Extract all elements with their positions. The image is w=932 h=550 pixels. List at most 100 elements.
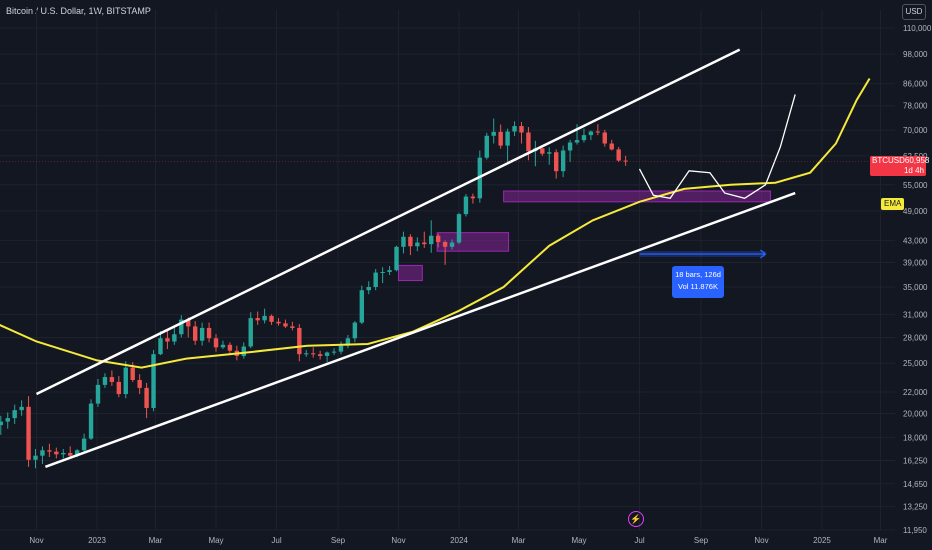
y-tick-label: 31,000 [903, 310, 928, 319]
channel-upper-line [35, 48, 741, 396]
x-tick-label: Mar [149, 536, 163, 545]
currency-button[interactable]: USD [902, 4, 926, 20]
candle-body [470, 196, 476, 199]
y-tick-label: 55,000 [903, 181, 928, 190]
candle-body [297, 327, 302, 355]
measure-volume: Vol 11.876K [678, 282, 718, 291]
x-tick-label: 2023 [88, 536, 106, 545]
y-axis: 110,00098,00086,00078,00070,00062,50055,… [903, 24, 932, 535]
y-tick-label: 28,000 [903, 333, 928, 342]
candle-body [456, 214, 462, 243]
candle-body [366, 286, 371, 291]
lightning-icon[interactable]: ⚡ [628, 511, 644, 527]
candle-body [5, 418, 10, 422]
price-badge-symbol: BTCUSD [872, 156, 905, 165]
zone-rect [503, 190, 771, 203]
y-tick-label: 13,250 [903, 503, 928, 512]
y-tick-label: 78,000 [903, 102, 928, 111]
x-tick-label: 2025 [813, 536, 831, 545]
price-badge-countdown: 1d 4h [903, 166, 924, 175]
candle-body [623, 160, 628, 162]
candle-body [526, 132, 531, 152]
overlay-lines [0, 48, 895, 468]
candle-body [199, 327, 205, 341]
candle-body [359, 290, 365, 323]
candle-body [47, 450, 52, 452]
candle-body [241, 346, 246, 356]
x-tick-label: Nov [29, 536, 43, 545]
y-tick-label: 86,000 [903, 80, 928, 89]
candle-body [415, 242, 420, 247]
candle-body [519, 126, 524, 133]
y-tick-label: 49,000 [903, 207, 928, 216]
y-tick-label: 70,000 [903, 126, 928, 135]
candle-body [408, 236, 413, 247]
candle-body [95, 384, 101, 404]
candle-body [512, 126, 517, 132]
candle-body [206, 327, 212, 339]
candle-body [102, 377, 108, 385]
candle-body [54, 451, 59, 455]
y-tick-label: 110,000 [903, 24, 932, 33]
candle-body [560, 150, 566, 172]
y-tick-label: 25,000 [903, 359, 928, 368]
candle-body [26, 406, 31, 460]
candle-body [172, 334, 177, 342]
candle-body [192, 326, 198, 341]
candle-body [463, 196, 469, 215]
candle-body [505, 131, 510, 146]
candle-body [165, 338, 170, 342]
y-tick-label: 11,950 [903, 526, 927, 535]
candle-body [484, 135, 489, 158]
candle-body [0, 421, 3, 426]
candle-body [435, 235, 441, 243]
y-tick-label: 16,250 [903, 456, 928, 465]
candle-body [227, 344, 233, 351]
candle-body [602, 132, 607, 144]
candle-body [311, 353, 316, 355]
channel-lower-line [44, 191, 796, 468]
zone-rect [398, 264, 423, 282]
candle-body [269, 315, 274, 322]
candle-body [429, 235, 434, 245]
candle-body [74, 450, 80, 456]
candle-body [12, 410, 17, 419]
measure-info: 18 bars, 126d Vol 11.876K [672, 266, 724, 298]
candle-body [387, 270, 392, 272]
candle-body [317, 354, 323, 356]
x-tick-label: Nov [391, 536, 405, 545]
candle-body [179, 319, 184, 335]
candle-body [33, 455, 38, 460]
zone-rect [436, 232, 510, 252]
y-tick-label: 20,000 [903, 410, 928, 419]
y-tick-label: 18,000 [903, 433, 928, 442]
last-price-badge: BTCUSD 60,958 1d 4h [870, 156, 930, 176]
candle-body [262, 315, 267, 321]
candle-body [276, 321, 281, 324]
candle-body [213, 338, 219, 348]
candle-body [491, 131, 496, 136]
candle-body [81, 438, 87, 451]
x-tick-label: Jul [271, 536, 281, 545]
ema-line [0, 77, 871, 369]
candle-body [422, 242, 427, 245]
candle-body [40, 450, 45, 456]
x-axis: Nov 2023 Mar May Jul Sep Nov 2024 Mar May Jul Sep No… [29, 536, 887, 545]
candle-body [616, 149, 621, 161]
candle-body [151, 354, 156, 408]
price-badge-value: 60,958 [904, 156, 930, 165]
candle-body [345, 338, 351, 346]
x-tick-label: Sep [331, 536, 346, 545]
candles [0, 118, 628, 469]
ema-badge: EMA [881, 198, 905, 210]
y-tick-label: 39,000 [903, 259, 928, 268]
y-tick-label: 14,650 [903, 480, 928, 489]
candle-body [547, 152, 552, 154]
measure-bars: 18 bars, 126d [675, 270, 721, 279]
candle-body [567, 142, 573, 151]
candle-body [540, 148, 545, 154]
candle-body [130, 367, 135, 380]
y-tick-label: 43,000 [903, 236, 928, 245]
x-tick-label: Mar [512, 536, 526, 545]
